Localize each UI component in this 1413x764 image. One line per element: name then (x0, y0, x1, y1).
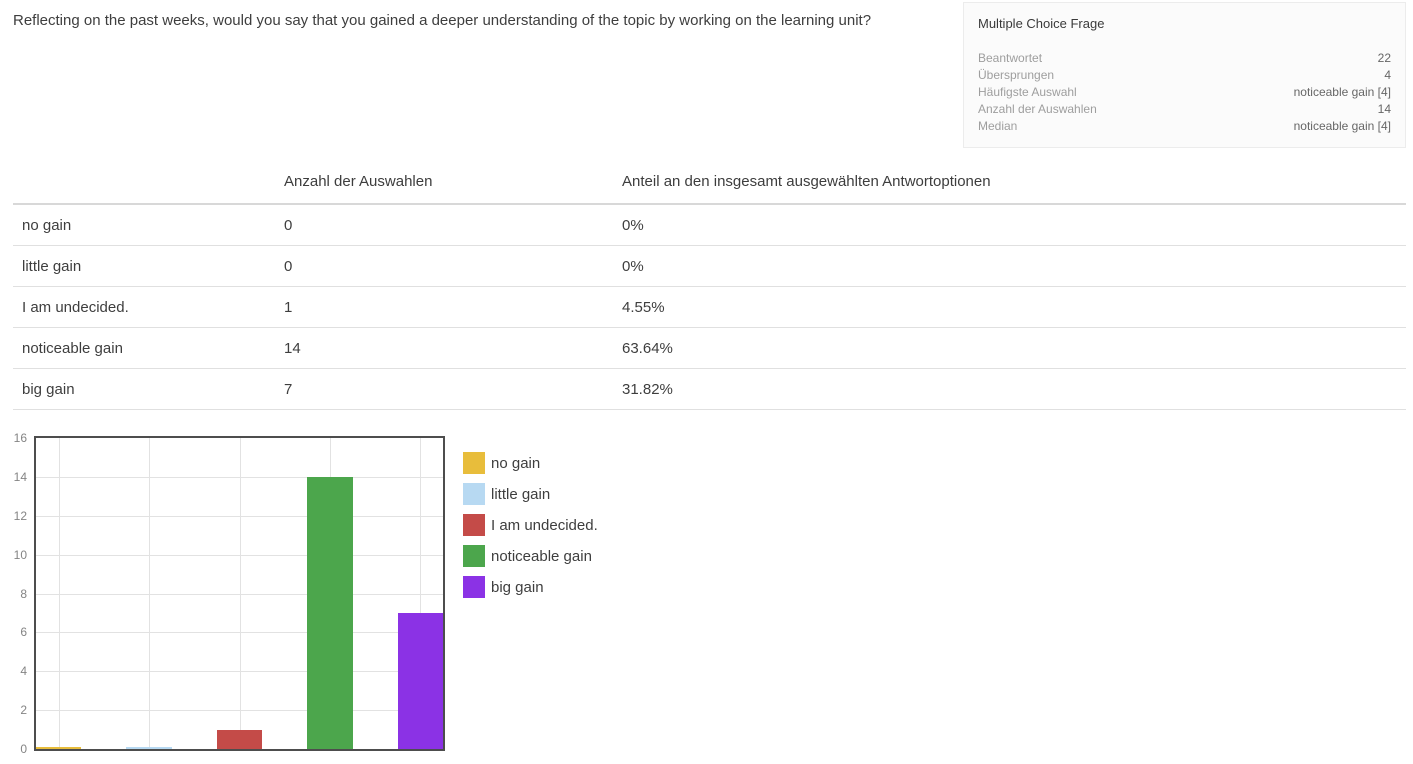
count-cell: 14 (275, 327, 613, 369)
table-row: I am undecided. 1 4.55% (13, 286, 1406, 328)
v-gridline (58, 438, 60, 749)
legend-item-noticeable-gain: noticeable gain (463, 545, 598, 567)
legend-item-i-am-undecided: I am undecided. (463, 514, 598, 536)
option-cell: noticeable gain (13, 327, 275, 369)
stats-box-title: Multiple Choice Frage (978, 16, 1105, 31)
chart-plot-area (34, 436, 445, 751)
stats-box: Multiple Choice Frage Beantwortet 22 Übe… (963, 2, 1406, 148)
stat-value: 22 (1377, 51, 1391, 65)
stat-row-uebersprungen: Übersprungen 4 (978, 67, 1391, 84)
stat-row-median: Median noticeable gain [4] (978, 118, 1391, 135)
y-axis-labels: 0 2 4 6 8 10 12 14 16 (0, 431, 27, 756)
legend-label: noticeable gain (491, 547, 592, 565)
count-cell: 0 (275, 245, 613, 287)
table-row: little gain 0 0% (13, 245, 1406, 287)
table-row: noticeable gain 14 63.64% (13, 327, 1406, 369)
y-tick-label: 12 (13, 508, 27, 523)
option-cell: big gain (13, 368, 275, 410)
stat-row-haeufigste-auswahl: Häufigste Auswahl noticeable gain [4] (978, 84, 1391, 101)
y-tick-label: 8 (20, 586, 27, 601)
share-cell: 63.64% (613, 327, 1406, 369)
stat-label: Anzahl der Auswahlen (978, 102, 1097, 116)
option-cell: little gain (13, 245, 275, 287)
y-tick-label: 14 (13, 469, 27, 484)
legend-swatch (463, 545, 485, 567)
results-table: Anzahl der Auswahlen Anteil an den insge… (13, 163, 1406, 410)
bar-i-am-undecided[interactable] (216, 729, 263, 749)
count-cell: 7 (275, 368, 613, 410)
share-cell: 4.55% (613, 286, 1406, 328)
v-gridline (149, 438, 151, 749)
share-cell: 31.82% (613, 368, 1406, 410)
stat-value: noticeable gain [4] (1293, 85, 1391, 99)
table-header-row: Anzahl der Auswahlen Anteil an den insge… (13, 163, 1406, 205)
stats-rows: Beantwortet 22 Übersprungen 4 Häufigste … (978, 50, 1391, 135)
option-cell: I am undecided. (13, 286, 275, 328)
y-tick-label: 16 (13, 431, 27, 445)
legend-label: big gain (491, 578, 544, 596)
stat-label: Median (978, 119, 1018, 133)
stat-value: 4 (1384, 68, 1391, 82)
stat-label: Häufigste Auswahl (978, 85, 1077, 99)
v-gridline (420, 438, 422, 749)
legend-swatch (463, 452, 485, 474)
legend-item-little-gain: little gain (463, 483, 598, 505)
y-tick-label: 2 (20, 703, 27, 718)
table-row: big gain 7 31.82% (13, 368, 1406, 410)
stat-value: 14 (1377, 102, 1391, 116)
legend-item-no-gain: no gain (463, 452, 598, 474)
legend-swatch (463, 483, 485, 505)
stat-row-anzahl-der-auswahlen: Anzahl der Auswahlen 14 (978, 101, 1391, 118)
chart-legend: no gain little gain I am undecided. noticea… (463, 452, 598, 607)
legend-item-big-gain: big gain (463, 576, 598, 598)
header-count: Anzahl der Auswahlen (275, 163, 613, 205)
option-cell: no gain (13, 204, 275, 246)
count-cell: 1 (275, 286, 613, 328)
y-tick-label: 6 (20, 625, 27, 640)
legend-swatch (463, 576, 485, 598)
stat-label: Übersprungen (978, 68, 1055, 82)
stat-label: Beantwortet (978, 51, 1043, 65)
y-tick-label: 0 (20, 742, 27, 756)
bar-no-gain[interactable] (36, 746, 82, 749)
bar-big-gain[interactable] (397, 612, 443, 749)
legend-label: little gain (491, 485, 551, 503)
bar-noticeable-gain[interactable] (307, 476, 353, 749)
table-row: no gain 0 0% (13, 204, 1406, 246)
legend-label: I am undecided. (491, 516, 598, 534)
legend-swatch (463, 514, 485, 536)
legend-label: no gain (491, 454, 541, 472)
stat-row-beantwortet: Beantwortet 22 (978, 50, 1391, 67)
y-tick-label: 10 (13, 547, 27, 562)
stat-value: noticeable gain [4] (1293, 119, 1391, 133)
header-option (13, 163, 275, 205)
question-text: Reflecting on the past weeks, would you … (13, 12, 872, 29)
bar-little-gain[interactable] (126, 746, 172, 749)
share-cell: 0% (613, 204, 1406, 246)
count-cell: 0 (275, 204, 613, 246)
header-share: Anteil an den insgesamt ausgewählten Ant… (613, 163, 1406, 205)
y-tick-label: 4 (20, 664, 27, 679)
v-gridline (239, 438, 241, 749)
share-cell: 0% (613, 245, 1406, 287)
